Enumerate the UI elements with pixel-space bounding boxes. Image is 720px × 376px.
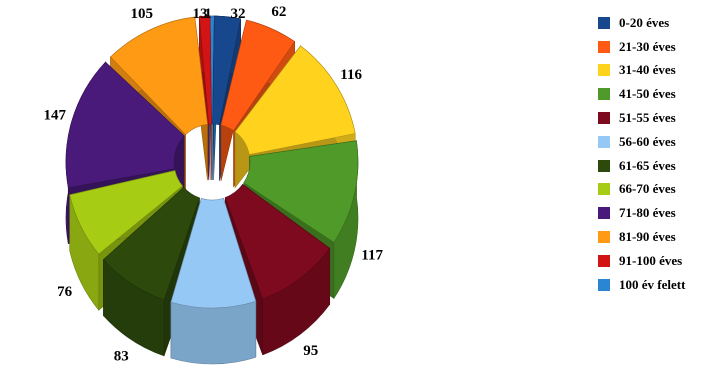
- pie-slice-56-60-éves: [170, 197, 257, 365]
- legend-label: 41-50 éves: [619, 86, 676, 102]
- legend-swatch: [598, 16, 610, 29]
- legend-swatch: [598, 231, 610, 244]
- legend-swatch: [598, 88, 610, 101]
- legend-item: 31-40 éves: [598, 59, 720, 83]
- legend-label: 31-40 éves: [619, 62, 676, 78]
- legend-item: 61-65 éves: [598, 154, 720, 178]
- legend-swatch: [598, 278, 610, 291]
- legend-label: 66-70 éves: [619, 181, 676, 197]
- legend-swatch: [598, 135, 610, 148]
- legend-item: 51-55 éves: [598, 106, 720, 130]
- data-label-61-65-éves: 83: [114, 349, 129, 365]
- legend-swatch: [598, 183, 610, 196]
- data-label-91-100-éves: 13: [193, 6, 208, 22]
- legend-item: 71-80 éves: [598, 201, 720, 225]
- legend-item: 91-100 éves: [598, 249, 720, 273]
- data-label-0-20-éves: 32: [231, 6, 246, 22]
- legend-swatch: [598, 159, 610, 172]
- legend-label: 91-100 éves: [619, 252, 683, 268]
- legend-swatch: [598, 112, 610, 125]
- legend-item: 41-50 éves: [598, 82, 720, 106]
- legend-label: 56-60 éves: [619, 133, 676, 149]
- legend-label: 51-55 éves: [619, 110, 676, 126]
- legend-label: 100 év felett: [619, 276, 686, 292]
- data-label-100-év-felett: 1: [204, 6, 212, 22]
- legend-swatch: [598, 40, 610, 53]
- legend-label: 61-65 éves: [619, 157, 676, 173]
- legend-label: 81-90 éves: [619, 229, 676, 245]
- data-label-71-80-éves: 147: [44, 107, 67, 123]
- legend-item: 81-90 éves: [598, 225, 720, 249]
- data-label-31-40-éves: 116: [340, 67, 362, 83]
- legend-item: 21-30 éves: [598, 35, 720, 59]
- legend-item: 100 év felett: [598, 273, 720, 297]
- legend-label: 71-80 éves: [619, 205, 676, 221]
- legend-item: 66-70 éves: [598, 178, 720, 202]
- legend: 0-20 éves 21-30 éves 31-40 éves 41-50 éves 5…: [598, 11, 720, 297]
- legend-label: 0-20 éves: [619, 14, 670, 30]
- legend-swatch: [598, 64, 610, 77]
- legend-swatch: [598, 207, 610, 220]
- data-label-41-50-éves: 117: [361, 248, 383, 264]
- legend-swatch: [598, 254, 610, 267]
- data-label-66-70-éves: 76: [57, 284, 73, 300]
- data-label-81-90-éves: 105: [130, 6, 153, 22]
- legend-item: 0-20 éves: [598, 11, 720, 35]
- data-label-51-55-éves: 95: [303, 343, 318, 359]
- legend-item: 56-60 éves: [598, 130, 720, 154]
- legend-label: 21-30 éves: [619, 38, 676, 54]
- data-label-21-30-éves: 62: [271, 4, 286, 20]
